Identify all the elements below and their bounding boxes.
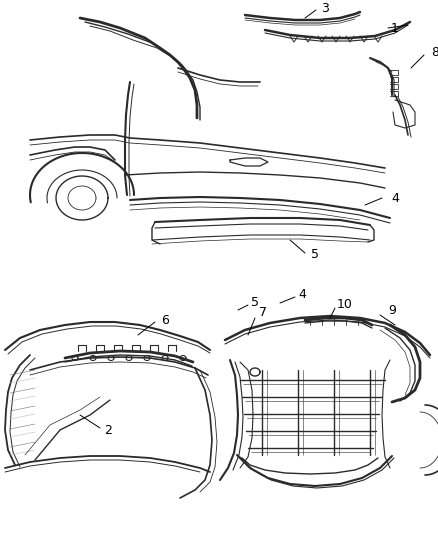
Text: 6: 6 <box>161 313 169 327</box>
Text: 8: 8 <box>431 46 438 60</box>
Text: 5: 5 <box>251 295 259 309</box>
Text: 4: 4 <box>391 191 399 205</box>
Text: 10: 10 <box>337 298 353 311</box>
Text: 5: 5 <box>311 248 319 262</box>
Text: 2: 2 <box>104 424 112 437</box>
Text: 1: 1 <box>391 21 399 35</box>
Text: 9: 9 <box>388 303 396 317</box>
Text: 7: 7 <box>259 305 267 319</box>
Text: 3: 3 <box>321 2 329 14</box>
Text: 4: 4 <box>298 288 306 302</box>
